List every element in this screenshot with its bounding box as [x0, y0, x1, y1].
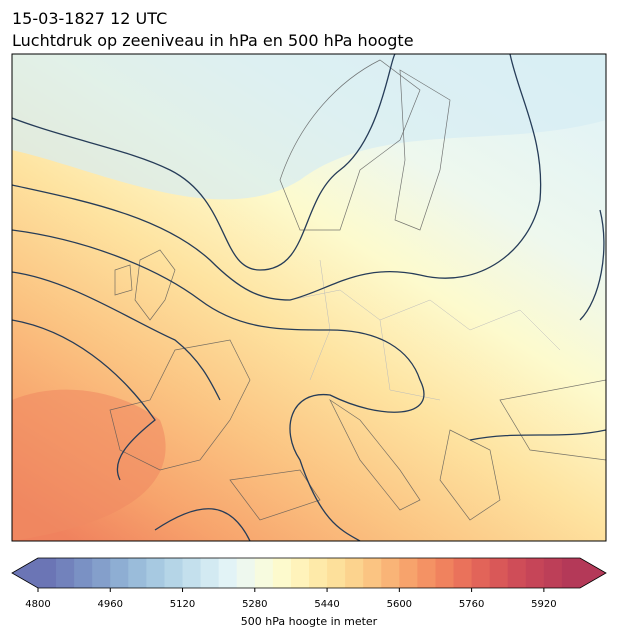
- colorbar-segment: [218, 558, 238, 588]
- colorbar-segment: [254, 558, 274, 588]
- colorbar-segment: [363, 558, 382, 588]
- colorbar-tick-label: 5280: [242, 599, 267, 610]
- colorbar-segment: [110, 558, 129, 588]
- title: 15-03-1827 12 UTC: [12, 9, 167, 28]
- colorbar-outline: [11, 557, 607, 589]
- height-band: [12, 389, 166, 541]
- colorbar-segment: [164, 558, 184, 588]
- colorbar: 4800 4960 5120 5280 5440 5600 5760 5920: [11, 557, 607, 610]
- colorbar-segment: [453, 558, 473, 588]
- colorbar-segment: [92, 558, 111, 588]
- colorbar-segment: [525, 558, 545, 588]
- colorbar-segment: [128, 558, 147, 588]
- colorbar-segment: [236, 558, 256, 588]
- colorbar-segment: [561, 558, 581, 588]
- colorbar-segment: [200, 558, 220, 588]
- colorbar-segment: [56, 558, 75, 588]
- colorbar-tick-label: 5760: [459, 599, 484, 610]
- colorbar-tick-label: 5440: [314, 599, 339, 610]
- colorbar-segment: [471, 558, 491, 588]
- colorbar-segment: [74, 558, 93, 588]
- colorbar-segment: [399, 558, 418, 588]
- isobars: [12, 54, 606, 541]
- colorbar-segment: [290, 558, 310, 588]
- map-frame: [11, 53, 607, 542]
- colorbar-segment: [272, 558, 292, 588]
- colorbar-segment: [435, 558, 455, 588]
- colorbar-extend-low: [12, 558, 38, 588]
- colorbar-segment: [345, 558, 364, 588]
- colorbar-tick-label: 5120: [170, 599, 195, 610]
- map: [12, 54, 606, 541]
- colorbar-segment: [38, 558, 57, 588]
- colorbar-segment: [327, 558, 346, 588]
- colorbar-segment: [309, 558, 328, 588]
- subtitle: Luchtdruk op zeeniveau in hPa en 500 hPa…: [12, 31, 414, 50]
- colorbar-segment: [182, 558, 202, 588]
- colorbar-segment: [543, 558, 563, 588]
- colorbar-tick-label: 4960: [98, 599, 123, 610]
- height-band: [12, 54, 606, 200]
- colorbar-extend-high: [580, 558, 606, 588]
- colorbar-tick-label: 5600: [387, 599, 412, 610]
- colorbar-segment: [489, 558, 509, 588]
- colorbar-label: 500 hPa hoogte in meter: [241, 615, 378, 628]
- colorbar-tick-label: 4800: [25, 599, 50, 610]
- colorbar-segment: [417, 558, 436, 588]
- colorbar-tick-label: 5920: [531, 599, 556, 610]
- colorbar-segment: [146, 558, 165, 588]
- colorbar-segment: [507, 558, 527, 588]
- colorbar-segment: [381, 558, 400, 588]
- coastlines: [109, 59, 606, 521]
